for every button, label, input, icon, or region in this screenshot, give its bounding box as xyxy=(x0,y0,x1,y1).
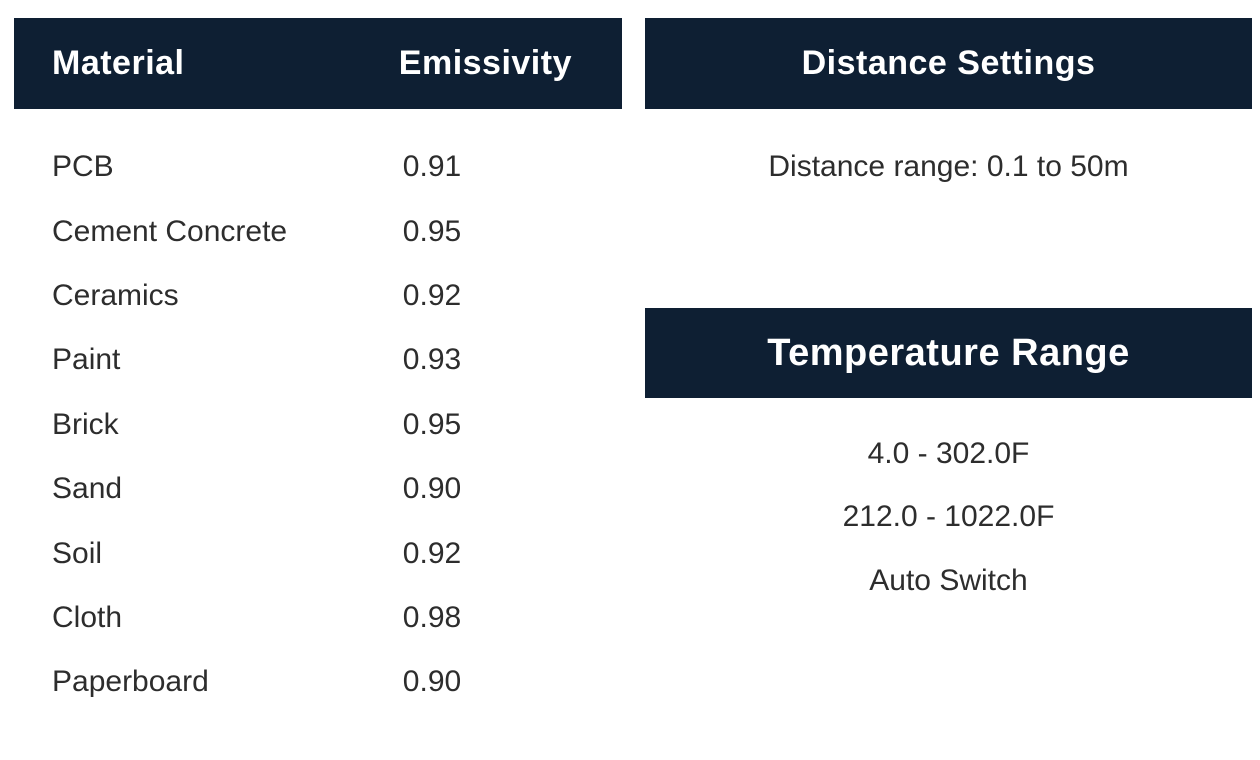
table-row: Brick 0.95 xyxy=(14,393,622,457)
material-cell: Soil xyxy=(52,536,103,570)
column-header-material: Material xyxy=(52,44,185,82)
material-cell: PCB xyxy=(52,150,114,184)
material-cell: Paperboard xyxy=(52,665,209,699)
temperature-range-title: Temperature Range xyxy=(767,331,1130,374)
material-cell: Cloth xyxy=(52,600,123,634)
distance-settings-header: Distance Settings xyxy=(645,18,1252,109)
emissivity-cell: 0.95 xyxy=(402,214,462,248)
material-cell: Ceramics xyxy=(52,278,179,312)
emissivity-cell: 0.91 xyxy=(402,150,462,184)
table-row: Ceramics 0.92 xyxy=(14,264,622,328)
distance-range-text: Distance range: 0.1 to 50m xyxy=(768,150,1129,183)
material-cell: Cement Concrete xyxy=(52,214,288,248)
emissivity-cell: 0.92 xyxy=(402,536,462,570)
material-cell: Paint xyxy=(52,343,121,377)
emissivity-cell: 0.92 xyxy=(402,278,462,312)
material-cell: Brick xyxy=(52,407,119,441)
table-row: Sand 0.90 xyxy=(14,457,622,521)
material-cell: Sand xyxy=(52,472,123,506)
emissivity-table-header: Material Emissivity xyxy=(14,18,622,109)
table-row: Cloth 0.98 xyxy=(14,586,622,650)
table-row: Paperboard 0.90 xyxy=(14,650,622,714)
emissivity-cell: 0.93 xyxy=(402,343,462,377)
emissivity-table-body: PCB 0.91 Cement Concrete 0.95 Ceramics 0… xyxy=(14,135,622,715)
table-row: PCB 0.91 xyxy=(14,135,622,199)
temperature-auto-switch: Auto Switch xyxy=(869,563,1028,597)
temperature-range-body: 4.0 - 302.0F 212.0 - 1022.0F Auto Switch xyxy=(645,422,1252,613)
temperature-range-header: Temperature Range xyxy=(645,308,1252,398)
temperature-range-low: 4.0 - 302.0F xyxy=(867,436,1030,470)
emissivity-cell: 0.90 xyxy=(402,472,462,506)
column-header-emissivity: Emissivity xyxy=(398,44,572,82)
emissivity-cell: 0.95 xyxy=(402,407,462,441)
table-row: Soil 0.92 xyxy=(14,521,622,585)
emissivity-cell: 0.98 xyxy=(402,600,462,634)
distance-settings-title: Distance Settings xyxy=(801,44,1096,82)
temperature-range-high: 212.0 - 1022.0F xyxy=(842,500,1055,534)
table-row: Paint 0.93 xyxy=(14,328,622,392)
table-row: Cement Concrete 0.95 xyxy=(14,199,622,263)
emissivity-cell: 0.90 xyxy=(402,665,462,699)
